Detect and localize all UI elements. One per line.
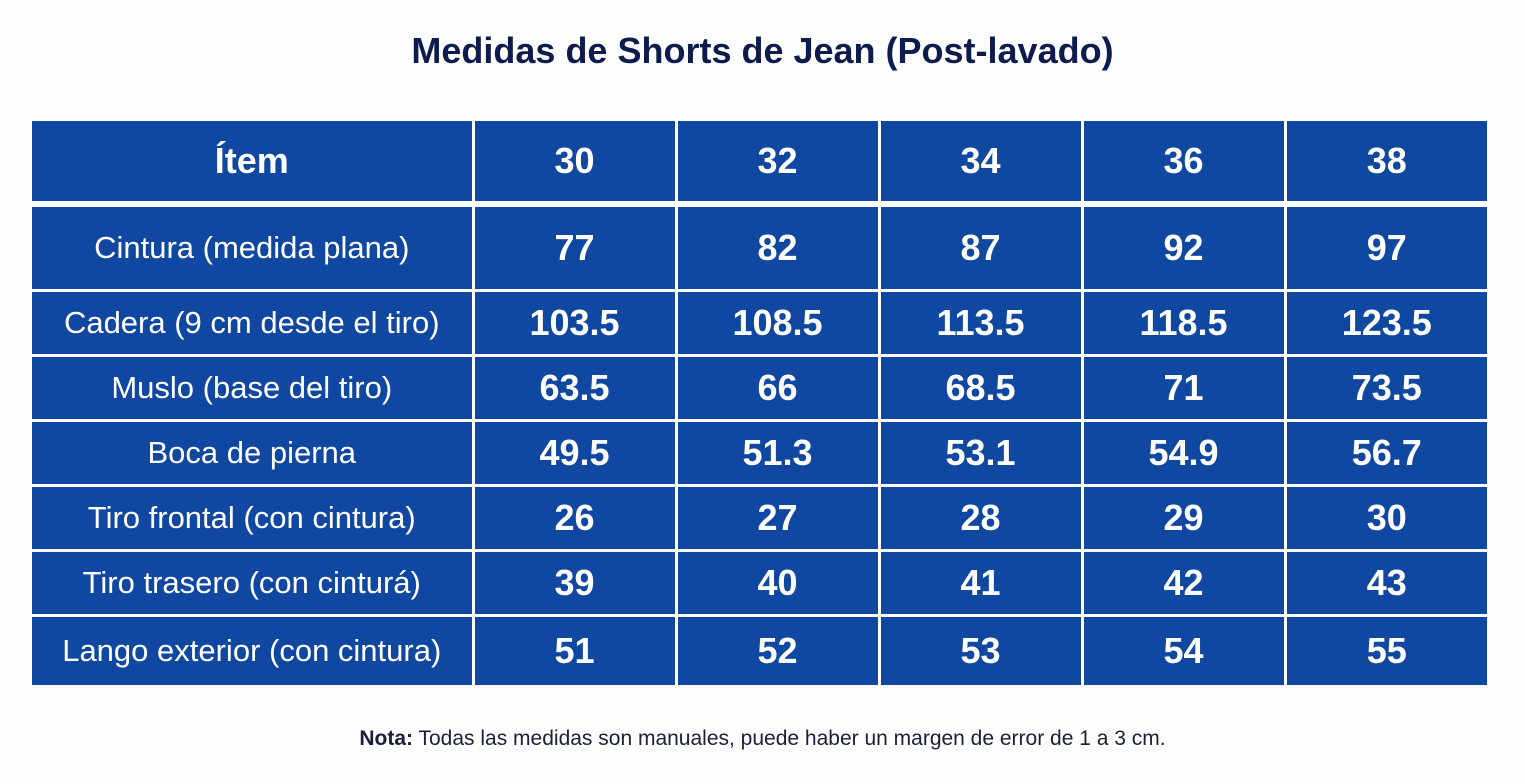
- table-row: Cadera (9 cm desde el tiro) 103.5 108.5 …: [32, 289, 1487, 357]
- table-row: Cintura (medida plana) 77 82 87 92 97: [32, 202, 1487, 292]
- footnote-prefix: Nota:: [359, 727, 414, 750]
- table-cell: 40: [674, 549, 881, 617]
- table-cell: 55: [1283, 614, 1487, 685]
- footnote-text: Todas las medidas son manuales, puede ha…: [413, 727, 1166, 750]
- table-cell: 66: [674, 354, 881, 422]
- table-cell: 52: [674, 614, 881, 685]
- row-label: Muslo (base del tiro): [32, 354, 475, 422]
- table-cell: 68.5: [877, 354, 1084, 422]
- table-cell: 103.5: [471, 289, 678, 357]
- table-row: Lango exterior (con cintura) 51 52 53 54…: [32, 614, 1487, 685]
- table-cell: 49.5: [471, 419, 678, 487]
- table-cell: 51: [471, 614, 678, 685]
- table-cell: 97: [1283, 202, 1487, 292]
- table-cell: 73.5: [1283, 354, 1487, 422]
- table-cell: 53.1: [877, 419, 1084, 487]
- table-cell: 123.5: [1283, 289, 1487, 357]
- table-cell: 108.5: [674, 289, 881, 357]
- table-cell: 53: [877, 614, 1084, 685]
- header-item: Ítem: [32, 121, 475, 207]
- footnote: Nota: Todas las medidas son manuales, pu…: [0, 727, 1525, 751]
- table-cell: 42: [1080, 549, 1287, 617]
- table-cell: 77: [471, 202, 678, 292]
- table-cell: 56.7: [1283, 419, 1487, 487]
- size-chart-table: Ítem 30 32 34 36 38 Cintura (medida plan…: [32, 121, 1487, 685]
- table-cell: 87: [877, 202, 1084, 292]
- table-cell: 82: [674, 202, 881, 292]
- row-label: Boca de pierna: [32, 419, 475, 487]
- row-label: Tiro frontal (con cintura): [32, 484, 475, 552]
- header-size-30: 30: [471, 121, 678, 207]
- table-row: Tiro trasero (con cinturá) 39 40 41 42 4…: [32, 549, 1487, 617]
- table-cell: 27: [674, 484, 881, 552]
- table-cell: 28: [877, 484, 1084, 552]
- table-cell: 41: [877, 549, 1084, 617]
- row-label: Cadera (9 cm desde el tiro): [32, 289, 475, 357]
- table-cell: 43: [1283, 549, 1487, 617]
- page-title: Medidas de Shorts de Jean (Post-lavado): [411, 30, 1114, 71]
- table-cell: 54.9: [1080, 419, 1287, 487]
- header-size-36: 36: [1080, 121, 1287, 207]
- row-label: Lango exterior (con cintura): [32, 614, 475, 685]
- table-row: Tiro frontal (con cintura) 26 27 28 29 3…: [32, 484, 1487, 552]
- table-cell: 39: [471, 549, 678, 617]
- table-cell: 71: [1080, 354, 1287, 422]
- table-cell: 92: [1080, 202, 1287, 292]
- table-row: Boca de pierna 49.5 51.3 53.1 54.9 56.7: [32, 419, 1487, 487]
- table-row: Muslo (base del tiro) 63.5 66 68.5 71 73…: [32, 354, 1487, 422]
- table-cell: 51.3: [674, 419, 881, 487]
- table-header-row: Ítem 30 32 34 36 38: [32, 121, 1487, 207]
- row-label: Tiro trasero (con cinturá): [32, 549, 475, 617]
- table-cell: 30: [1283, 484, 1487, 552]
- header-size-32: 32: [674, 121, 881, 207]
- row-label: Cintura (medida plana): [32, 202, 475, 292]
- table-cell: 118.5: [1080, 289, 1287, 357]
- table-cell: 63.5: [471, 354, 678, 422]
- header-size-34: 34: [877, 121, 1084, 207]
- table-cell: 113.5: [877, 289, 1084, 357]
- header-size-38: 38: [1283, 121, 1487, 207]
- table-cell: 26: [471, 484, 678, 552]
- table-cell: 29: [1080, 484, 1287, 552]
- table-cell: 54: [1080, 614, 1287, 685]
